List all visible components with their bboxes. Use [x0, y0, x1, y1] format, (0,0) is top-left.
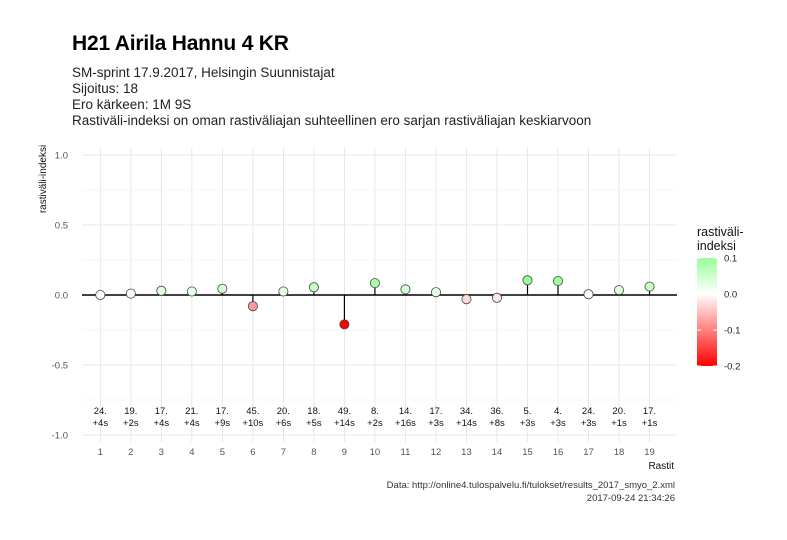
x-tick-label: 11 [400, 447, 410, 458]
chart-title: H21 Airila Hannu 4 KR [72, 32, 289, 55]
leg-rank-label: 19. [124, 406, 137, 417]
x-tick-label: 13 [461, 447, 472, 458]
leg-diff-label: +14s [334, 418, 355, 429]
x-tick-label: 6 [250, 447, 255, 458]
leg-diff-label: +5s [306, 418, 322, 429]
data-point [369, 278, 380, 289]
y-axis-title: rastiväli-indeksi [38, 145, 49, 213]
x-tick-label: 2 [128, 447, 133, 458]
leg-diff-label: +1s [642, 418, 658, 429]
legend-title: rastiväli- [697, 225, 744, 239]
subtitle-line-gap: Ero kärkeen: 1M 9S [72, 97, 192, 112]
leg-diff-label: +4s [93, 418, 109, 429]
leg-rank-label: 17. [643, 406, 656, 417]
subtitle-line-description: Rastiväli-indeksi on oman rastiväliajan … [72, 113, 592, 128]
data-point [522, 275, 533, 286]
leg-rank-label: 21. [185, 406, 198, 417]
leg-diff-label: +10s [242, 418, 263, 429]
leg-rank-label: 17. [216, 406, 229, 417]
legend-tick-label: 0.0 [724, 290, 737, 301]
data-point [614, 285, 625, 296]
data-point [583, 289, 594, 300]
x-tick-label: 16 [553, 447, 564, 458]
x-tick-label: 4 [189, 447, 194, 458]
leg-diff-label: +16s [395, 418, 416, 429]
data-point [553, 275, 564, 286]
x-tick-label: 10 [370, 447, 381, 458]
leg-diff-label: +9s [215, 418, 231, 429]
leg-diff-label: +1s [611, 418, 627, 429]
data-point [125, 288, 136, 299]
y-tick-label: 1.0 [55, 151, 68, 162]
x-tick-label: 7 [281, 447, 286, 458]
leg-rank-label: 34. [460, 406, 473, 417]
leg-diff-label: +3s [428, 418, 444, 429]
data-point [217, 283, 228, 294]
subtitle-line-rank: Sijoitus: 18 [72, 81, 139, 96]
y-tick-label: -1.0 [52, 431, 68, 442]
leg-diff-label: +14s [456, 418, 477, 429]
data-point [400, 284, 411, 295]
x-tick-label: 14 [492, 447, 503, 458]
leg-diff-label: +2s [123, 418, 139, 429]
x-tick-label: 5 [220, 447, 225, 458]
leg-rank-label: 4. [554, 406, 562, 417]
legend-title: indeksi [697, 239, 736, 253]
data-point [247, 301, 258, 312]
x-tick-label: 1 [98, 447, 103, 458]
leg-diff-label: +4s [184, 418, 200, 429]
data-point [430, 287, 441, 298]
x-tick-label: 9 [342, 447, 347, 458]
leg-rank-label: 8. [371, 406, 379, 417]
leg-rank-label: 36. [490, 406, 503, 417]
data-point [644, 281, 655, 292]
leg-rank-label: 17. [155, 406, 168, 417]
x-tick-label: 3 [159, 447, 164, 458]
x-tick-label: 19 [644, 447, 655, 458]
x-tick-label: 12 [431, 447, 442, 458]
x-tick-label: 15 [522, 447, 533, 458]
x-tick-label: 18 [614, 447, 625, 458]
subtitle-line-event: SM-sprint 17.9.2017, Helsingin Suunnista… [72, 65, 335, 80]
y-tick-label: 0.0 [55, 291, 68, 302]
data-point [461, 294, 472, 305]
leg-diff-label: +4s [154, 418, 170, 429]
x-axis-title: Rastit [648, 461, 674, 472]
timestamp-caption: 2017-09-24 21:34:26 [586, 493, 675, 504]
data-point [95, 289, 106, 300]
y-tick-label: 0.5 [55, 221, 68, 232]
legend-tick-label: -0.2 [724, 362, 740, 373]
leg-rank-label: 20. [277, 406, 290, 417]
leg-diff-label: +3s [550, 418, 566, 429]
leg-rank-label: 45. [246, 406, 259, 417]
legend-tick-label: 0.1 [724, 254, 737, 265]
data-point [156, 285, 167, 296]
y-tick-label: -0.5 [52, 361, 68, 372]
leg-rank-label: 14. [399, 406, 412, 417]
leg-rank-label: 24. [94, 406, 107, 417]
data-point [186, 286, 197, 297]
leg-diff-label: +6s [276, 418, 292, 429]
leg-rank-label: 20. [612, 406, 625, 417]
data-point [308, 282, 319, 293]
legend-tick-label: -0.1 [724, 326, 740, 337]
data-point [339, 319, 350, 330]
leg-diff-label: +3s [581, 418, 597, 429]
leg-diff-label: +2s [367, 418, 383, 429]
x-tick-label: 8 [311, 447, 316, 458]
x-tick-label: 17 [583, 447, 594, 458]
leg-diff-label: +8s [489, 418, 505, 429]
leg-rank-label: 49. [338, 406, 351, 417]
data-source-caption: Data: http://online4.tulospalvelu.fi/tul… [386, 480, 675, 491]
leg-rank-label: 24. [582, 406, 595, 417]
leg-diff-label: +3s [520, 418, 536, 429]
leg-rank-label: 18. [307, 406, 320, 417]
legend-colorbar [697, 258, 717, 366]
leg-rank-label: 17. [429, 406, 442, 417]
data-point [278, 286, 289, 297]
data-point [491, 292, 502, 303]
leg-rank-label: 5. [524, 406, 532, 417]
